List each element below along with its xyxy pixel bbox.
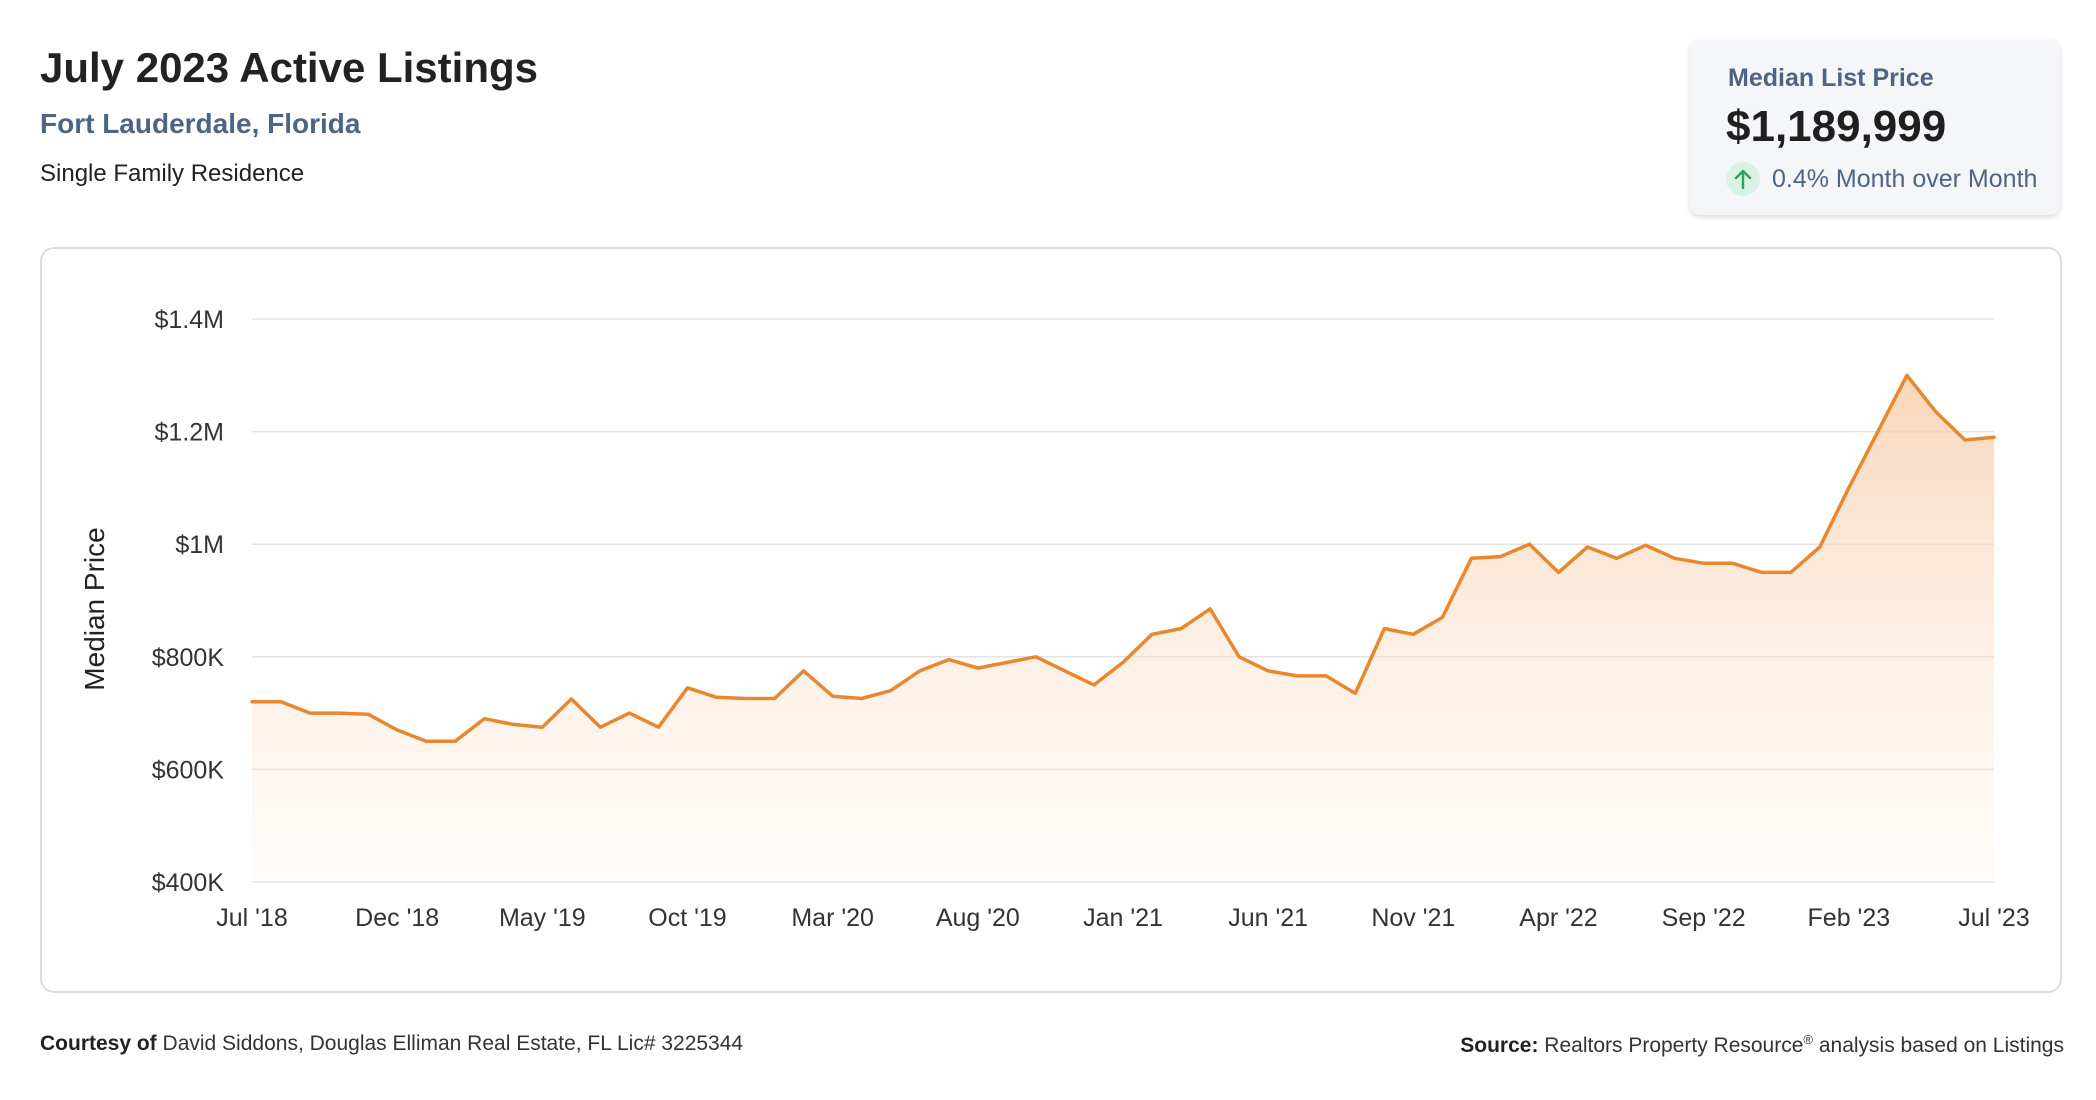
arrow-up-icon <box>1726 162 1760 196</box>
property-type-label: Single Family Residence <box>40 160 305 187</box>
chart-container: $400K $600K $800K $1M $1.2M $1.4M Jul '18 Dec … <box>40 247 2062 993</box>
x-tick-label: Feb '23 <box>1808 904 1891 932</box>
median-price-chart: $400K $600K $800K $1M $1.2M $1.4M Jul '18 Dec … <box>79 306 2030 932</box>
kpi-label: Median List Price <box>1728 64 1934 92</box>
x-tick-label: Nov '21 <box>1371 904 1455 932</box>
y-tick-label: $1M <box>175 531 224 559</box>
price-line <box>250 373 1996 744</box>
location-subtitle: Fort Lauderdale, Florida <box>40 108 361 139</box>
y-axis-label: Median Price <box>79 527 110 690</box>
x-tick-label: Jul '23 <box>1958 904 2029 932</box>
x-tick-label: Aug '20 <box>936 904 1020 932</box>
courtesy-label: Courtesy of <box>40 1032 157 1055</box>
x-tick-label: Sep '22 <box>1662 904 1746 932</box>
registered-mark: ® <box>1803 1032 1813 1047</box>
y-tick-label: $400K <box>152 869 225 897</box>
kpi-change: 0.4% Month over Month <box>1726 162 2037 196</box>
x-tick-label: Jul '18 <box>216 904 287 932</box>
x-tick-label: Jun '21 <box>1228 904 1308 932</box>
source-footer: Source: Realtors Property Resource® anal… <box>1460 1032 2064 1058</box>
courtesy-footer: Courtesy of David Siddons, Douglas Ellim… <box>40 1032 743 1056</box>
y-tick-label: $1.2M <box>155 419 224 447</box>
x-tick-label: May '19 <box>499 904 586 932</box>
x-tick-label: Apr '22 <box>1519 904 1597 932</box>
price-area-fill <box>252 375 1994 882</box>
kpi-change-text: 0.4% Month over Month <box>1772 164 2038 193</box>
page-title: July 2023 Active Listings <box>40 44 538 91</box>
y-tick-label: $800K <box>152 644 225 672</box>
y-tick-label: $600K <box>152 756 225 784</box>
x-tick-label: Mar '20 <box>791 904 874 932</box>
y-tick-label: $1.4M <box>155 306 224 334</box>
x-tick-label: Jan '21 <box>1083 904 1163 932</box>
median-list-price-card: Median List Price $1,189,999 0.4% Month … <box>1690 40 2060 215</box>
source-text: Realtors Property Resource <box>1544 1034 1804 1057</box>
courtesy-text: David Siddons, Douglas Elliman Real Esta… <box>162 1032 744 1055</box>
x-tick-label: Oct '19 <box>648 904 726 932</box>
x-tick-label: Dec '18 <box>355 904 439 932</box>
source-label: Source: <box>1460 1034 1539 1057</box>
source-text-2: analysis based on Listings <box>1813 1034 2064 1057</box>
kpi-value: $1,189,999 <box>1726 102 1947 151</box>
